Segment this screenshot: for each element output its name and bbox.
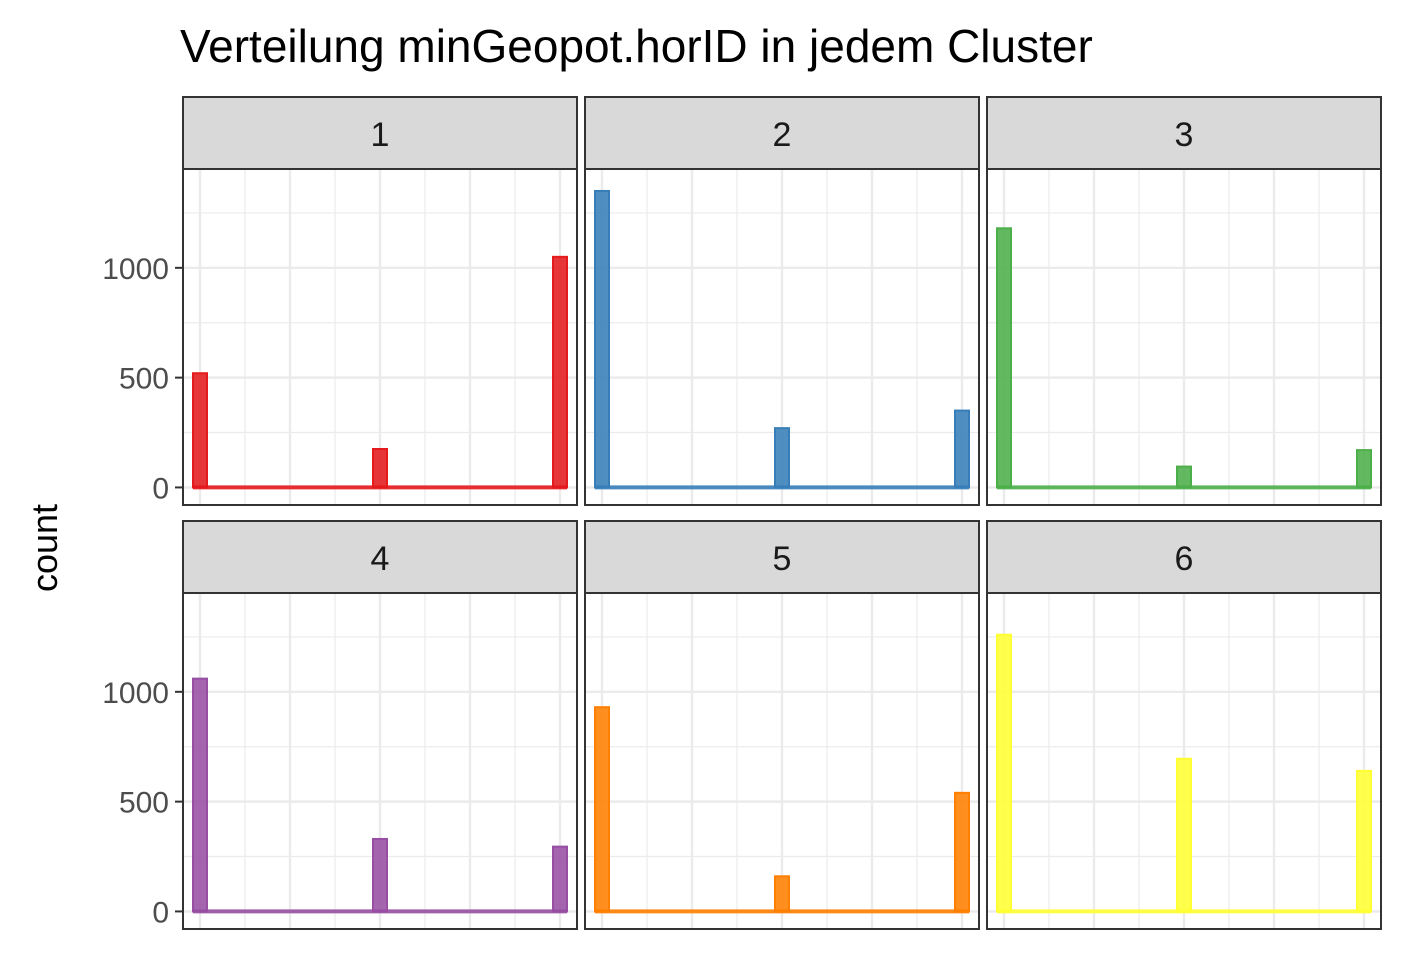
panel-border [182,592,578,930]
panel-border [986,168,1382,506]
facet-strip [182,96,578,170]
y-tick-label: 0 [152,896,169,929]
facet-strip [182,520,578,594]
histogram-bar [1356,449,1372,489]
y-axis-label: count [24,504,65,592]
facet-panels: 1 0 500 1000 2 3 4 0 500 1000 5 6 [102,96,1382,930]
histogram-bar [192,677,208,913]
histogram-bar [1176,757,1192,913]
panel-border [584,592,980,930]
y-tick-label: 0 [152,472,169,505]
histogram-bar [774,875,790,913]
histogram-bar [372,837,388,913]
facet-strip-label: 5 [773,540,792,578]
histogram-bar [996,227,1012,489]
facet-strip-label: 3 [1175,116,1194,154]
facet-strip-label: 4 [371,540,390,578]
facet-panel-1: 1 0 500 1000 [102,96,578,506]
facet-panel-6: 6 [986,520,1382,930]
chart-title: Verteilung minGeopot.horID in jedem Clus… [180,20,1093,72]
facet-panel-5: 5 [584,520,980,930]
facet-panel-4: 4 0 500 1000 [102,520,578,930]
facet-strip [584,520,980,594]
y-tick-label: 1000 [102,253,169,286]
histogram-bar [774,427,790,489]
facet-panel-3: 3 [986,96,1382,506]
panel-border [584,168,980,506]
facet-strip [986,520,1382,594]
facet-panel-2: 2 [584,96,980,506]
histogram-bar [594,706,610,913]
histogram-bar [552,255,568,489]
panel-border [182,168,578,506]
facet-strip-label: 1 [371,116,390,154]
histogram-bar [996,633,1012,913]
facet-strip-label: 2 [773,116,792,154]
histogram-bar [1356,769,1372,913]
histogram-bar [954,791,970,913]
histogram-bar [1176,465,1192,489]
facet-strip-label: 6 [1175,540,1194,578]
panel-border [986,592,1382,930]
histogram-bar [594,189,610,489]
histogram-bar [954,409,970,489]
y-tick-label: 500 [119,363,169,396]
histogram-bar [552,845,568,913]
histogram-bar [192,372,208,489]
y-tick-label: 500 [119,787,169,820]
histogram-bar [372,448,388,489]
y-tick-label: 1000 [102,677,169,710]
